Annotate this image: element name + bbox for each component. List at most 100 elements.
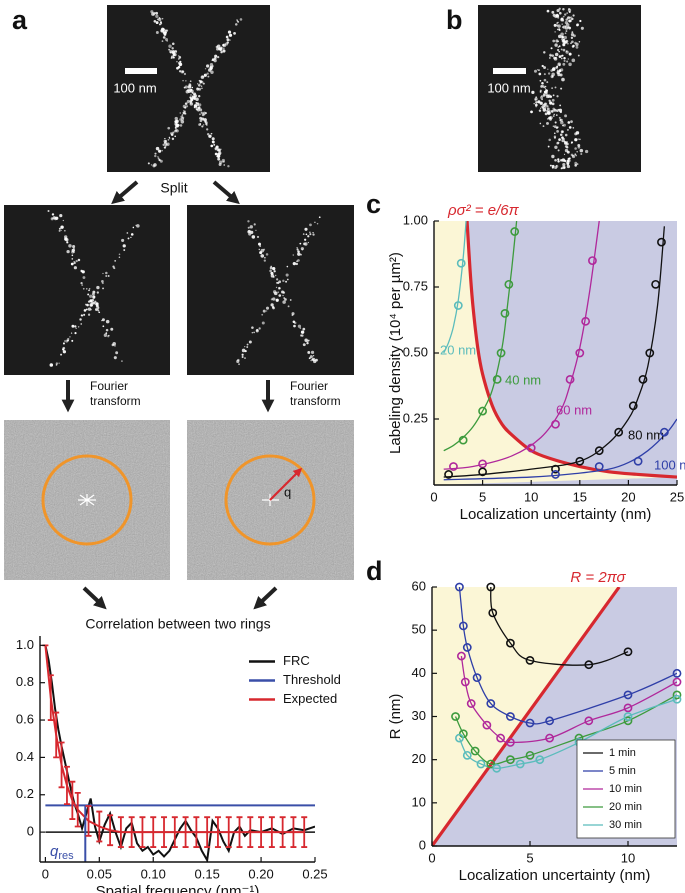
- localization-dot: [71, 254, 74, 257]
- localization-dot: [200, 111, 203, 114]
- localization-dot: [198, 94, 201, 98]
- x-tick-label: 0.20: [248, 866, 273, 881]
- localization-image: [107, 5, 270, 172]
- localization-dot: [297, 252, 301, 256]
- localization-dot: [570, 42, 572, 45]
- localization-dot: [102, 325, 105, 328]
- marker: [623, 703, 633, 713]
- localization-dot: [114, 259, 117, 262]
- y-axis-label: Labeling density (10⁴ per µm²): [387, 252, 404, 454]
- localization-dot: [201, 87, 203, 90]
- localization-dot: [233, 31, 236, 35]
- marker: [496, 733, 505, 743]
- localization-dot: [549, 101, 553, 105]
- localization-dot: [541, 106, 543, 108]
- localization-dot: [292, 254, 294, 256]
- y-tick-label: 40: [412, 665, 426, 680]
- localization-dot: [555, 109, 559, 113]
- localization-dot: [200, 85, 203, 87]
- arrow: [111, 180, 139, 205]
- localization-dot: [77, 258, 81, 262]
- localization-dot: [94, 300, 97, 303]
- localization-dot: [218, 160, 223, 165]
- localization-dot: [63, 340, 66, 342]
- error-bar: [301, 816, 308, 848]
- localization-dot: [556, 48, 560, 52]
- localization-dot: [123, 249, 126, 252]
- localization-dot: [154, 154, 157, 158]
- marker: [651, 279, 661, 289]
- localization-dot: [302, 343, 306, 347]
- localization-dot: [153, 13, 155, 16]
- localization-dot: [295, 262, 299, 266]
- localization-dot: [307, 235, 310, 238]
- localization-dot: [549, 164, 552, 167]
- localization-dot: [300, 253, 302, 256]
- localization-dot: [568, 126, 572, 129]
- localization-dot: [175, 128, 178, 132]
- localization-dot: [168, 44, 172, 48]
- localization-dot: [197, 83, 199, 85]
- error-bar: [204, 816, 211, 848]
- localization-dot: [113, 356, 117, 360]
- localization-dot: [200, 75, 205, 79]
- marker: [486, 699, 496, 708]
- localization-dot: [215, 45, 219, 49]
- localization-dot: [227, 30, 232, 34]
- localization-dot: [575, 131, 580, 135]
- localization-dot: [547, 111, 550, 113]
- marker: [462, 643, 472, 652]
- localization-dot: [565, 50, 568, 53]
- localization-dot: [246, 343, 249, 346]
- error-bar: [290, 816, 297, 848]
- localization-dot: [551, 102, 555, 106]
- localization-dot: [58, 227, 61, 230]
- localization-dot: [199, 82, 202, 84]
- localization-dot: [574, 164, 577, 167]
- series-label: 100 nm: [654, 457, 685, 472]
- localization-dot: [213, 143, 216, 146]
- plot-area: [434, 221, 677, 485]
- localization-dot: [236, 359, 240, 364]
- localization-dot: [541, 95, 543, 97]
- localization-dot: [562, 124, 564, 127]
- localization-dot: [188, 83, 192, 86]
- x-tick-label: 25: [670, 489, 684, 504]
- transform-label: Fourier: [290, 379, 328, 393]
- marker: [460, 677, 470, 687]
- localization-dot: [118, 253, 121, 256]
- localization-dot: [550, 69, 553, 72]
- series-line: [460, 655, 677, 744]
- localization-dot: [299, 242, 302, 245]
- localization-dot: [130, 236, 132, 239]
- split-image: [187, 205, 354, 375]
- localization-dot: [561, 23, 563, 25]
- localization-dot: [264, 256, 266, 259]
- localization-dot: [571, 31, 574, 34]
- localization-dot: [185, 105, 189, 108]
- y-tick-label: 0.75: [403, 278, 428, 293]
- localization-dot: [203, 73, 207, 77]
- series-line: [443, 418, 677, 481]
- center-peak: [78, 494, 96, 506]
- localization-dot: [580, 26, 584, 30]
- localization-dot: [189, 102, 194, 106]
- localization-dot: [269, 269, 272, 273]
- localization-dot: [214, 148, 217, 151]
- localization-dot: [181, 70, 184, 73]
- series-label: 80 nm: [628, 427, 664, 442]
- localization-dot: [172, 131, 175, 134]
- localization-dot: [183, 72, 187, 76]
- localization-dot: [554, 132, 556, 135]
- localization-dot: [89, 294, 93, 298]
- x-axis-label: Localization uncertainty (nm): [459, 867, 651, 884]
- x-tick-label: 10: [621, 850, 635, 865]
- localization-dot: [222, 49, 226, 53]
- localization-dot: [81, 284, 84, 286]
- localization-dot: [304, 227, 308, 231]
- marker: [505, 755, 515, 765]
- localization-dot: [47, 210, 50, 213]
- localization-dot: [55, 216, 59, 220]
- localization-dot: [105, 319, 110, 324]
- localization-dot: [536, 69, 539, 71]
